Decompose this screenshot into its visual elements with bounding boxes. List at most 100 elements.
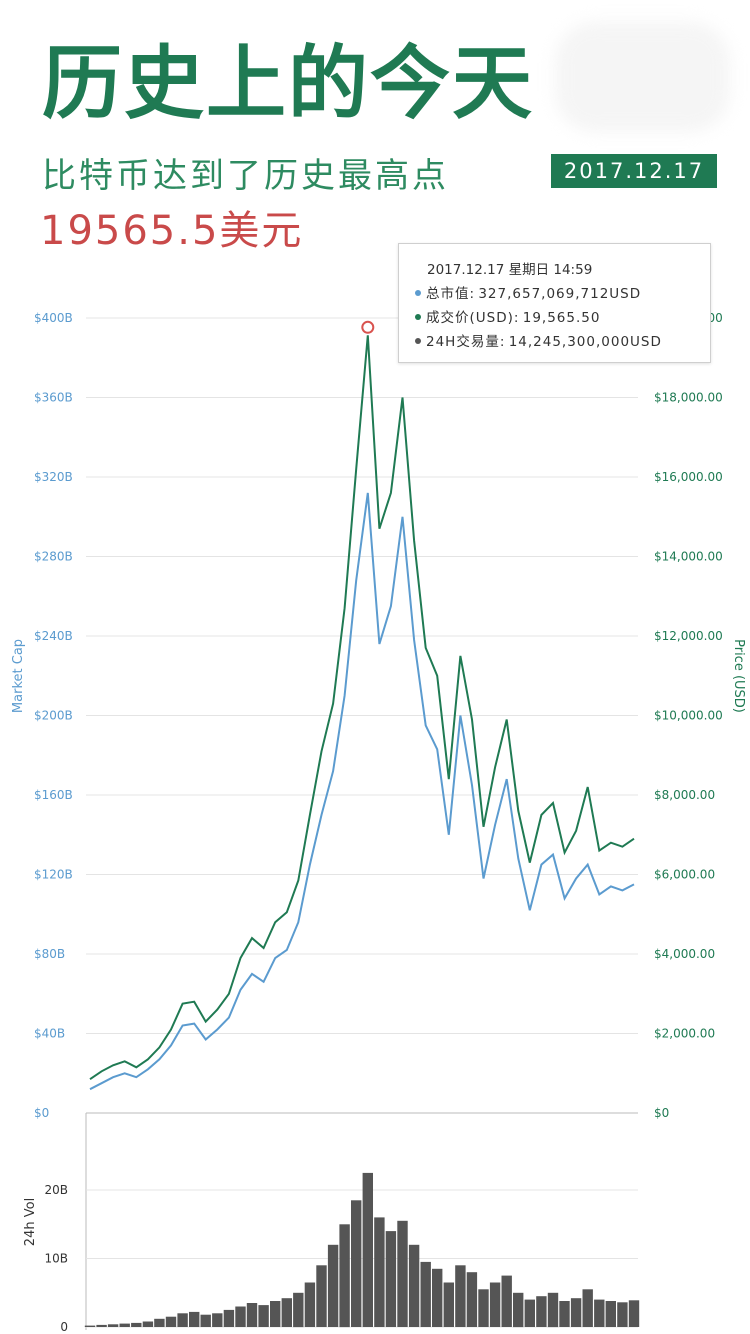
volume-bar: [316, 1265, 327, 1327]
volume-bar: [351, 1200, 362, 1327]
market-cap-line: [89, 492, 635, 1091]
volume-bar: [270, 1301, 281, 1327]
left-axis-title: Market Cap: [11, 639, 26, 713]
volume-bar: [258, 1305, 269, 1327]
left-tick-label: $280B: [34, 550, 73, 564]
volume-bar: [212, 1313, 223, 1327]
left-tick-label: $400B: [34, 311, 73, 325]
left-tick-label: $360B: [34, 391, 73, 405]
volume-bar: [478, 1289, 489, 1327]
volume-bar: [339, 1224, 350, 1328]
volume-bar: [547, 1292, 559, 1328]
volume-bar: [524, 1299, 535, 1327]
tooltip-label: 成交价(USD): [426, 310, 514, 326]
right-tick-label: $10,000.00: [654, 709, 723, 723]
volume-bar: [617, 1302, 628, 1327]
volume-bar: [281, 1298, 292, 1327]
tooltip-value: 19,565.50: [522, 310, 601, 326]
volume-bar: [489, 1282, 501, 1327]
volume-bar: [200, 1314, 211, 1327]
volume-bar: [189, 1311, 200, 1327]
volume-bar: [420, 1261, 431, 1327]
right-axis-ticks: $0 $2,000.00 $4,000.00 $6,000.00 $8,000.00 $1…: [654, 311, 723, 1120]
chart-grid: [85, 317, 638, 1330]
volume-bar: [223, 1309, 235, 1327]
volume-dot: [415, 338, 421, 344]
tooltip-value: 327,657,069,712USD: [478, 286, 642, 302]
left-axis-ticks: $0 $40B $80B $120B $160B $200B $240B $280B $320B…: [34, 311, 73, 1120]
volume-bar: [374, 1217, 385, 1327]
price-line: [89, 335, 635, 1081]
market-cap-dot: [415, 290, 421, 296]
right-tick-label: $4,000.00: [654, 947, 715, 961]
volume-bar: [455, 1265, 466, 1327]
volume-bar: [177, 1313, 188, 1327]
tooltip-value: 14,245,300,000USD: [508, 334, 662, 350]
volume-bar: [559, 1301, 570, 1327]
volume-bar: [165, 1316, 177, 1327]
volume-bar: [327, 1244, 339, 1327]
subtitle: 比特币达到了历史最高点: [42, 156, 449, 196]
tooltip-label: 总市值: [426, 286, 470, 302]
vol-axis-ticks: 0 10B 20B: [44, 1183, 68, 1334]
headline: 历史上的今天: [42, 37, 534, 130]
volume-bar: [466, 1272, 478, 1327]
left-tick-label: $80B: [34, 947, 65, 961]
right-tick-label: $6,000.00: [654, 868, 715, 882]
left-tick-label: $160B: [34, 788, 73, 802]
right-tick-label: $16,000.00: [654, 470, 723, 484]
price-dot: [415, 314, 421, 320]
volume-bar: [142, 1321, 154, 1327]
volume-bar: [304, 1282, 316, 1327]
volume-bar: [628, 1300, 640, 1327]
right-tick-label: $14,000.00: [654, 550, 723, 564]
left-tick-label: $40B: [34, 1027, 65, 1041]
left-tick-label: $240B: [34, 629, 73, 643]
date-badge: 2017.12.17: [551, 154, 717, 188]
tooltip: 2017.12.17 星期日 14:59 总市值: 327,657,069,71…: [398, 243, 711, 363]
left-tick-label: $0: [34, 1106, 49, 1120]
vol-tick-label: 20B: [44, 1183, 68, 1197]
vol-tick-label: 0: [60, 1320, 68, 1334]
blurred-watermark: [555, 22, 730, 132]
volume-bar: [432, 1268, 443, 1327]
volume-bar: [513, 1292, 524, 1328]
right-tick-label: $18,000.00: [654, 391, 723, 405]
volume-bar: [408, 1244, 420, 1327]
left-tick-label: $200B: [34, 709, 73, 723]
tooltip-row-marketcap: 总市值: 327,657,069,712USD: [415, 282, 710, 306]
right-tick-label: $12,000.00: [654, 629, 723, 643]
left-tick-label: $320B: [34, 470, 73, 484]
tooltip-time: 2017.12.17 星期日 14:59: [427, 262, 593, 278]
volume-bars: [84, 1172, 640, 1328]
left-tick-label: $120B: [34, 868, 73, 882]
volume-bar: [119, 1323, 130, 1327]
peak-marker: [361, 320, 375, 334]
volume-bar: [107, 1324, 119, 1327]
volume-bar: [96, 1324, 107, 1327]
volume-bar: [594, 1299, 605, 1327]
volume-bar: [131, 1322, 142, 1327]
volume-bar: [397, 1220, 408, 1327]
volume-bar: [536, 1296, 547, 1327]
volume-bar: [84, 1325, 96, 1327]
volume-bar: [605, 1301, 616, 1327]
vol-axis-title: 24h Vol: [23, 1198, 38, 1246]
volume-bar: [443, 1282, 454, 1327]
volume-bar: [293, 1292, 304, 1328]
right-tick-label: $8,000.00: [654, 788, 715, 802]
volume-bar: [246, 1303, 258, 1327]
tooltip-row-volume: 24H交易量: 14,245,300,000USD: [415, 330, 710, 354]
tooltip-label: 24H交易量: [426, 334, 500, 350]
volume-bar: [362, 1172, 373, 1327]
price-text: 19565.5美元: [40, 208, 304, 254]
vol-tick-label: 10B: [44, 1252, 68, 1266]
volume-bar: [570, 1298, 582, 1327]
volume-bar: [582, 1289, 593, 1327]
right-axis-title: Price (USD): [731, 639, 746, 713]
right-tick-label: $0: [654, 1106, 669, 1120]
volume-bar: [154, 1318, 165, 1327]
tooltip-row-price: 成交价(USD): 19,565.50: [415, 306, 710, 330]
right-tick-label: $2,000.00: [654, 1027, 715, 1041]
